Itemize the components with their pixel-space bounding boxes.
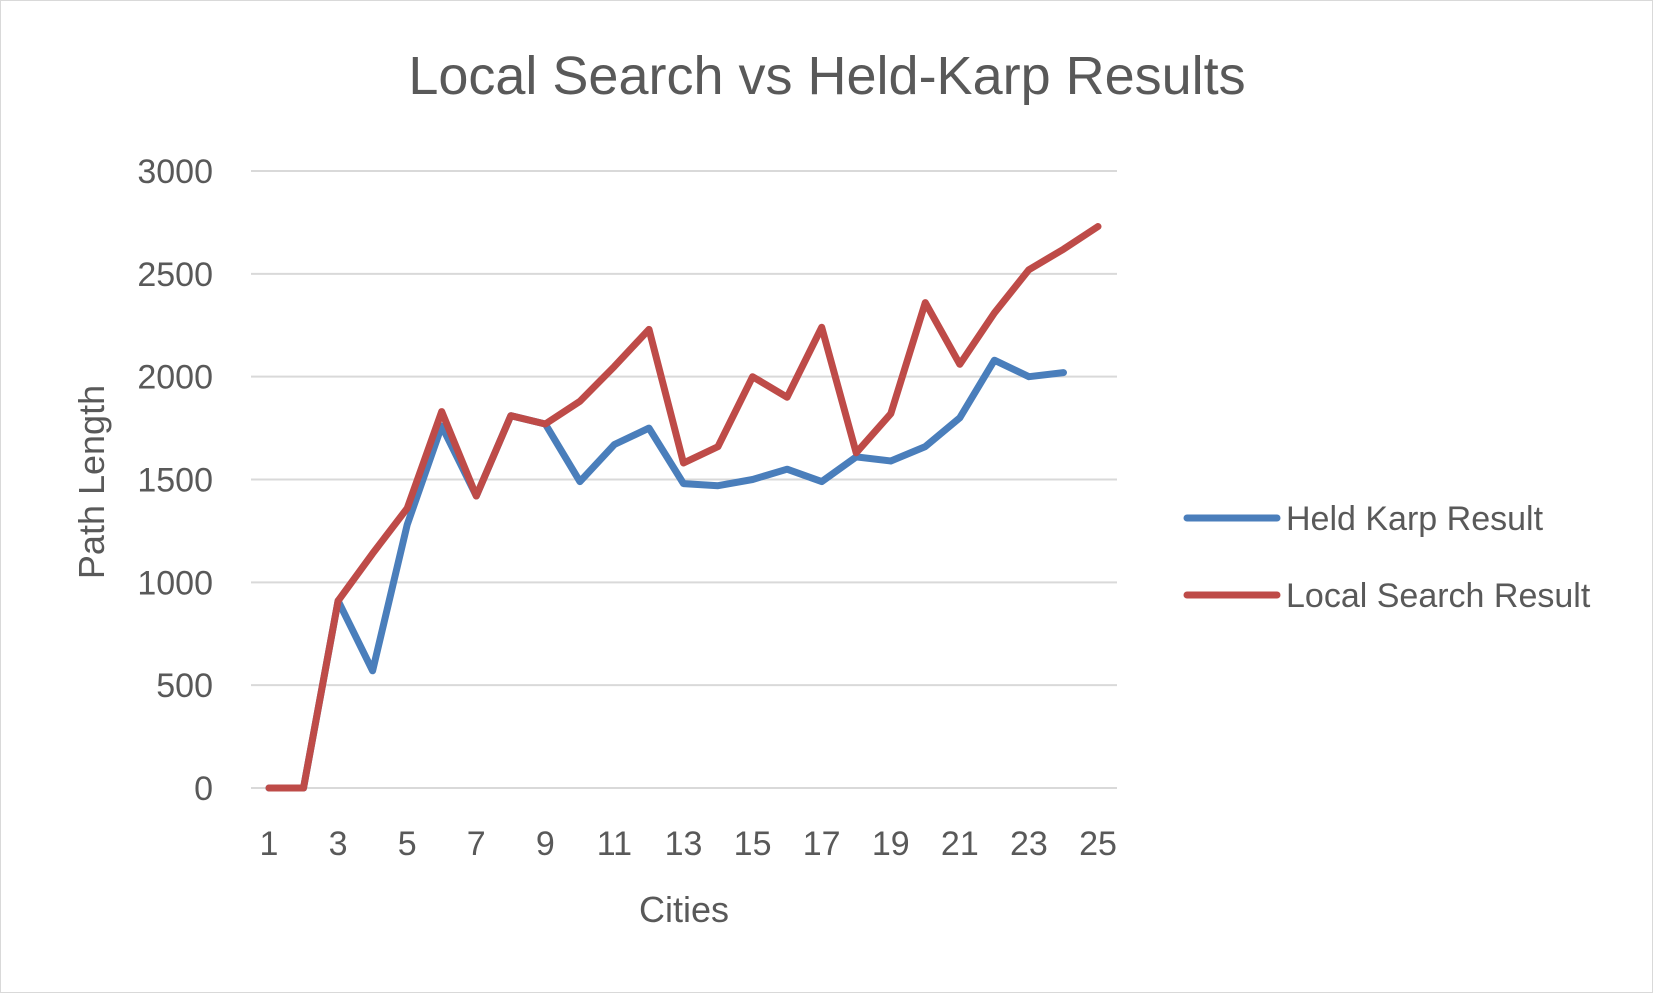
legend-label: Held Karp Result <box>1286 500 1544 538</box>
series-line-local-search <box>265 223 1102 792</box>
series-line-held-karp <box>265 356 1067 792</box>
y-axis-label: Path Length <box>71 385 112 579</box>
x-tick-label: 15 <box>734 825 772 863</box>
y-tick-label: 1000 <box>137 564 213 602</box>
y-axis-tick-labels: 0 500 1000 1500 2000 2500 3000 <box>137 153 213 808</box>
x-tick-label: 23 <box>1010 825 1048 863</box>
x-tick-label: 13 <box>665 825 703 863</box>
x-tick-label: 17 <box>803 825 841 863</box>
x-tick-label: 3 <box>329 825 348 863</box>
x-axis-tick-labels: 1 3 5 7 9 11 13 15 17 19 21 23 25 <box>260 825 1117 863</box>
y-tick-label: 2000 <box>137 359 213 397</box>
y-tick-label: 3000 <box>137 153 213 191</box>
x-tick-label: 7 <box>467 825 486 863</box>
x-tick-label: 9 <box>536 825 555 863</box>
x-tick-label: 5 <box>398 825 417 863</box>
legend-label: Local Search Result <box>1286 577 1591 615</box>
x-tick-label: 11 <box>597 825 632 863</box>
x-axis-label: Cities <box>639 889 729 930</box>
legend: Held Karp Result Local Search Result <box>1183 500 1591 615</box>
x-tick-label: 21 <box>941 825 979 863</box>
x-tick-label: 25 <box>1079 825 1117 863</box>
series-lines <box>265 223 1102 792</box>
x-tick-label: 1 <box>260 825 279 863</box>
x-tick-label: 19 <box>872 825 910 863</box>
y-tick-label: 500 <box>156 667 213 705</box>
y-tick-label: 0 <box>194 770 213 808</box>
chart-title: Local Search vs Held-Karp Results <box>408 46 1245 106</box>
y-tick-label: 2500 <box>137 256 213 294</box>
y-tick-label: 1500 <box>137 462 213 500</box>
